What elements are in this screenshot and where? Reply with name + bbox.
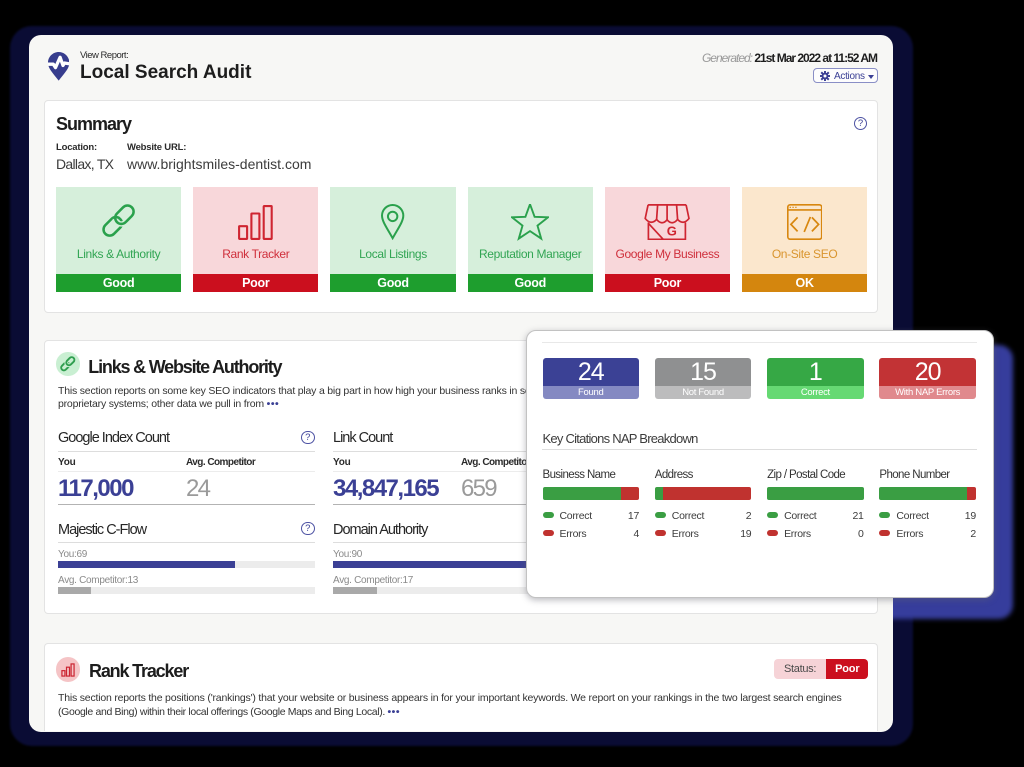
svg-text:G: G: [667, 224, 677, 239]
